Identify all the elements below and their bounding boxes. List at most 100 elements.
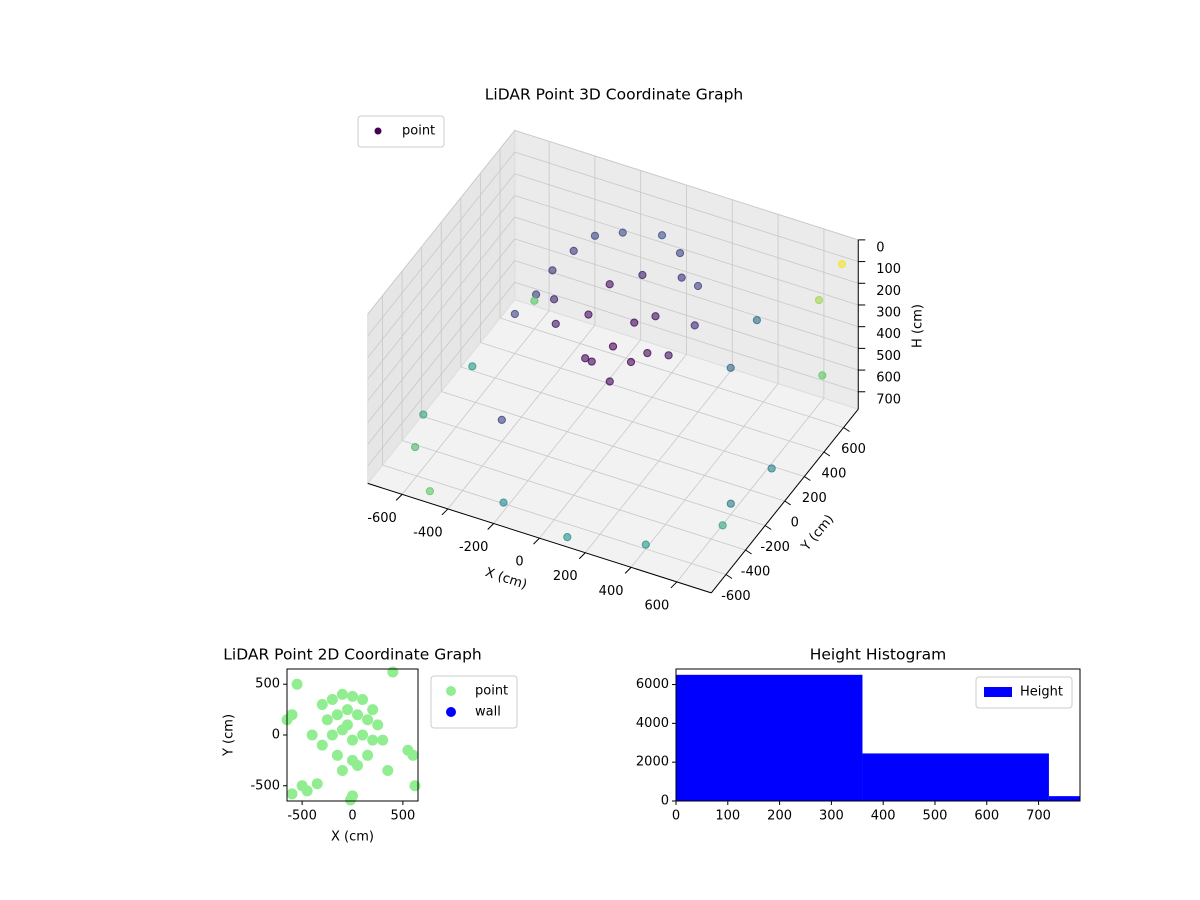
point [814, 296, 824, 305]
grid-line [421, 415, 766, 526]
grid-line [514, 173, 859, 284]
x-tick-label: 600 [644, 598, 669, 613]
point [321, 714, 333, 726]
point [726, 499, 735, 508]
point [605, 377, 614, 386]
legend-frame [357, 115, 445, 148]
point [584, 310, 593, 319]
point [306, 729, 318, 741]
x-tick-label: 700 [1026, 809, 1051, 824]
grid-line [367, 238, 516, 423]
x-tick-label: 300 [819, 809, 844, 824]
y-tick-label: 200 [802, 491, 827, 506]
y-tick-label: 0 [791, 516, 799, 531]
y-tick-label: 0 [661, 794, 669, 809]
grid-line [401, 440, 746, 551]
z-tick-label: 300 [876, 305, 901, 320]
chart-title: Height Histogram [810, 646, 947, 664]
grid-line [367, 195, 516, 380]
x-tick-label: 0 [348, 809, 356, 824]
y-tick [784, 500, 792, 506]
plot-area [281, 666, 421, 806]
grid-line [367, 173, 516, 358]
legend: Height [975, 676, 1073, 709]
legend-swatch [984, 687, 1012, 697]
point [718, 521, 727, 530]
point [837, 259, 847, 269]
point [767, 464, 776, 473]
x-tick-label: -400 [413, 525, 443, 540]
point [587, 357, 596, 366]
legend-label: point [475, 684, 508, 699]
point [387, 666, 399, 678]
point [657, 231, 667, 240]
point [643, 348, 652, 358]
point [569, 246, 578, 255]
z-axis-label: H (cm) [911, 304, 926, 348]
point [336, 688, 348, 700]
point [357, 693, 369, 705]
legend-label: wall [475, 705, 501, 720]
point [726, 363, 735, 372]
point [347, 690, 358, 702]
y-tick-label: -200 [760, 540, 790, 555]
grid-line [514, 260, 859, 371]
point [407, 749, 419, 761]
y-tick-label: -500 [250, 778, 280, 793]
y-tick-label: 0 [272, 728, 280, 743]
y-tick-label: -400 [741, 565, 771, 580]
y-tick-label: 600 [841, 442, 866, 457]
x-tick-label: 0 [672, 809, 680, 824]
point [675, 248, 685, 258]
legend-label: point [402, 124, 435, 139]
point [311, 778, 323, 790]
grid-line [514, 216, 859, 328]
y-tick-label: 500 [255, 677, 280, 692]
y-tick-label: 400 [822, 467, 847, 482]
x-tick-label: -500 [287, 809, 317, 824]
y-tick [843, 427, 850, 432]
x-tick [578, 552, 586, 560]
y-tick [823, 451, 831, 457]
z-tick-label: 700 [876, 392, 901, 407]
z-tick-label: 100 [876, 262, 901, 277]
x-tick [624, 566, 632, 574]
x-tick [670, 581, 678, 589]
point [286, 788, 298, 800]
legend: point [357, 115, 445, 148]
x-tick [533, 537, 540, 545]
z-tick-label: 0 [876, 240, 884, 255]
grid-line [460, 366, 805, 477]
point [590, 231, 600, 240]
y-tick [745, 549, 752, 555]
legend-marker [446, 707, 456, 717]
y-axis-label: Y (cm) [798, 512, 837, 555]
x-tick-label: 200 [553, 569, 578, 584]
point [336, 765, 348, 777]
y-tick [764, 525, 772, 530]
point [341, 704, 353, 716]
point [377, 734, 389, 746]
point [352, 759, 364, 771]
point [341, 719, 353, 731]
point [499, 498, 508, 507]
grid-line [514, 151, 859, 262]
point [362, 714, 374, 726]
point [344, 794, 356, 806]
legend-marker [446, 686, 456, 696]
x-tick [395, 493, 403, 501]
x-tick-label: 400 [871, 809, 896, 824]
z-tick-label: 200 [876, 284, 901, 299]
chart-title: LiDAR Point 3D Coordinate Graph [485, 86, 743, 104]
point [818, 371, 827, 380]
y-tick [804, 476, 811, 481]
point [641, 540, 650, 549]
x-tick-label: 200 [767, 809, 792, 824]
point [581, 354, 590, 363]
point [411, 442, 420, 452]
x-axis-label: X (cm) [331, 830, 374, 845]
point [409, 780, 421, 792]
grid-line [441, 391, 785, 502]
grid-line [480, 342, 825, 453]
grid-line [367, 130, 516, 315]
